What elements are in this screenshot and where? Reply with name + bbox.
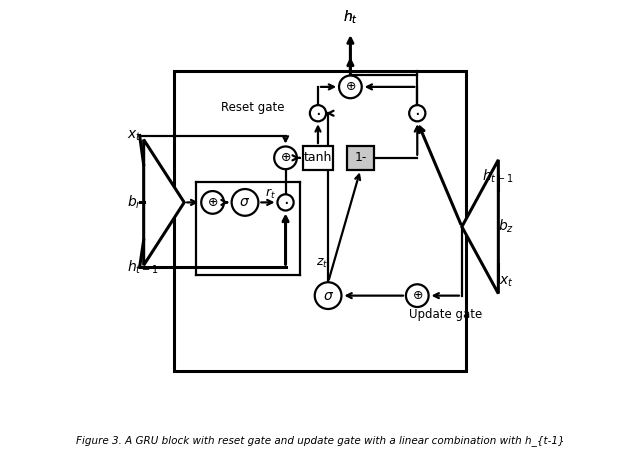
Text: $\oplus$: $\oplus$ <box>412 289 423 302</box>
Text: 1-: 1- <box>355 152 367 164</box>
Text: $z_t$: $z_t$ <box>316 257 328 270</box>
Text: tanh: tanh <box>304 152 332 164</box>
Text: $\oplus$: $\oplus$ <box>280 152 291 164</box>
Text: $\oplus$: $\oplus$ <box>207 196 218 209</box>
Circle shape <box>406 284 429 307</box>
Polygon shape <box>462 160 499 294</box>
Text: $\cdot$: $\cdot$ <box>415 104 420 122</box>
Text: $\sigma$: $\sigma$ <box>323 289 333 303</box>
Polygon shape <box>144 139 184 265</box>
Text: Update gate: Update gate <box>409 308 483 321</box>
Text: $r_t$: $r_t$ <box>266 187 276 201</box>
Text: $\oplus$: $\oplus$ <box>345 80 356 93</box>
Text: $x_t$: $x_t$ <box>499 274 514 289</box>
Circle shape <box>201 191 224 214</box>
Bar <box>174 71 466 371</box>
Circle shape <box>339 75 362 98</box>
Text: $h_{t-1}$: $h_{t-1}$ <box>127 258 159 276</box>
Text: $\cdot$: $\cdot$ <box>283 193 289 212</box>
Text: $\cdot$: $\cdot$ <box>315 104 321 122</box>
Text: Figure 3. A GRU block with reset gate and update gate with a linear combination : Figure 3. A GRU block with reset gate an… <box>76 436 564 446</box>
Text: $h_{t-1}$: $h_{t-1}$ <box>482 167 514 185</box>
Text: $h_t$: $h_t$ <box>343 9 358 26</box>
Text: $b_z$: $b_z$ <box>498 218 514 235</box>
Text: $x_t$: $x_t$ <box>127 129 142 143</box>
Text: $\sigma$: $\sigma$ <box>239 195 251 209</box>
Text: $h_t$: $h_t$ <box>343 9 358 26</box>
Circle shape <box>310 105 326 121</box>
Circle shape <box>232 189 259 216</box>
Text: $b_r$: $b_r$ <box>127 194 143 211</box>
Text: Reset gate: Reset gate <box>221 101 284 114</box>
Circle shape <box>274 147 297 169</box>
Bar <box>348 146 374 170</box>
Bar <box>303 146 333 170</box>
Circle shape <box>409 105 426 121</box>
Circle shape <box>278 194 294 211</box>
Circle shape <box>315 282 342 309</box>
